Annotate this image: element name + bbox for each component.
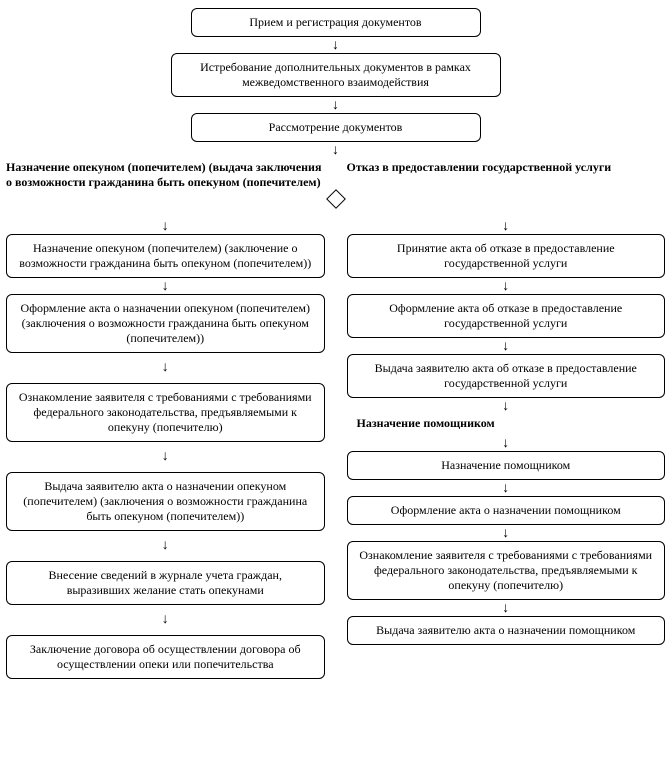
decision-diamond	[326, 189, 346, 209]
arrow-down: ↓	[347, 338, 666, 354]
sub-branch-label: Назначение помощником	[357, 416, 666, 431]
node-left-2: Оформление акта о назначении опекуном (п…	[6, 294, 325, 353]
right-branch: ↓ Принятие акта об отказе в предоставлен…	[347, 218, 666, 645]
node-right-1: Принятие акта об отказе в предоставление…	[347, 234, 666, 278]
arrow-down: ↓	[6, 442, 325, 472]
decision-diamond-wrap	[6, 190, 665, 212]
node-sub-1: Назначение помощником	[347, 451, 666, 480]
flowchart-root: Прием и регистрация документов ↓ Истребо…	[6, 8, 665, 679]
arrow-down: ↓	[6, 37, 665, 53]
arrow-down: ↓	[347, 600, 666, 616]
arrow-down: ↓	[6, 97, 665, 113]
node-review-docs: Рассмотрение документов	[191, 113, 481, 142]
node-reception: Прием и регистрация документов	[191, 8, 481, 37]
node-left-3: Ознакомление заявителя с требованиями с …	[6, 383, 325, 442]
arrow-down: ↓	[6, 142, 665, 158]
arrow-down: ↓	[6, 278, 325, 294]
arrow-down: ↓	[347, 435, 666, 451]
node-right-3: Выдача заявителю акта об отказе в предос…	[347, 354, 666, 398]
branch-label-right: Отказ в предоставлении государственной у…	[347, 160, 666, 175]
arrow-down: ↓	[347, 480, 666, 496]
arrow-down: ↓	[6, 218, 325, 234]
node-left-6: Заключение договора об осуществлении дог…	[6, 635, 325, 679]
node-request-docs: Истребование дополнительных документов в…	[171, 53, 501, 97]
arrow-down: ↓	[347, 398, 666, 414]
arrow-down: ↓	[6, 531, 325, 561]
arrow-down: ↓	[347, 218, 666, 234]
node-sub-4: Выдача заявителю акта о назначении помощ…	[347, 616, 666, 645]
left-branch: ↓ Назначение опекуном (попечителем) (зак…	[6, 218, 325, 679]
arrow-down: ↓	[6, 353, 325, 383]
arrow-down: ↓	[6, 605, 325, 635]
node-left-1: Назначение опекуном (попечителем) (заклю…	[6, 234, 325, 278]
arrow-down: ↓	[347, 278, 666, 294]
node-left-5: Внесение сведений в журнале учета гражда…	[6, 561, 325, 605]
node-left-4: Выдача заявителю акта о назначении опеку…	[6, 472, 325, 531]
branch-label-left: Назначение опекуном (попечителем) (выдач…	[6, 160, 325, 190]
arrow-down: ↓	[347, 525, 666, 541]
node-sub-2: Оформление акта о назначении помощником	[347, 496, 666, 525]
node-sub-3: Ознакомление заявителя с требованиями с …	[347, 541, 666, 600]
node-right-2: Оформление акта об отказе в предоставлен…	[347, 294, 666, 338]
